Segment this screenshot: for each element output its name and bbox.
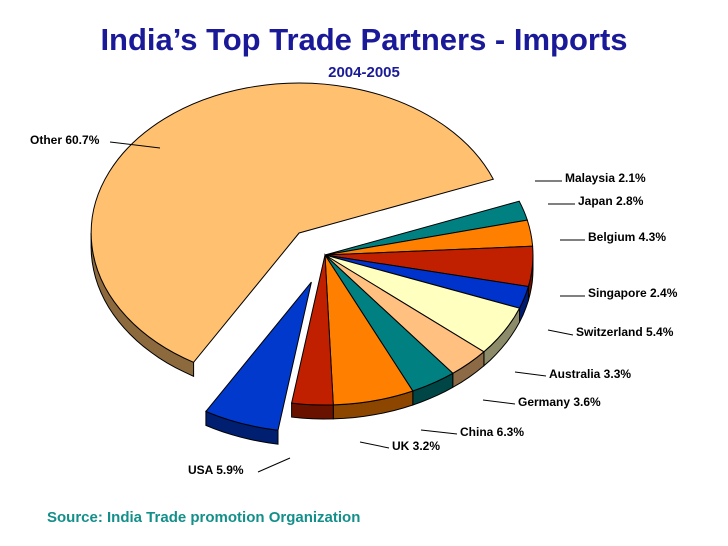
data-label-japan: Japan 2.8% — [578, 194, 644, 208]
pie-slices — [90, 82, 534, 431]
leader-china — [420, 429, 458, 435]
data-label-malaysia: Malaysia 2.1% — [565, 171, 646, 185]
leader-usa — [257, 457, 291, 473]
chart-subtitle: 2004-2005 — [328, 64, 400, 81]
data-label-switzerland: Switzerland 5.4% — [576, 325, 674, 339]
source-note: Source: India Trade promotion Organizati… — [47, 509, 361, 526]
leader-other — [109, 141, 161, 149]
data-label-uk: UK 3.2% — [392, 439, 440, 453]
leader-germany — [482, 399, 516, 405]
slice-usa — [205, 281, 312, 431]
data-label-other: Other 60.7% — [30, 133, 100, 147]
slice-labels: Malaysia 2.1% Japan 2.8% Belgium 4.3% Singa… — [30, 133, 678, 477]
data-label-china: China 6.3% — [460, 425, 524, 439]
data-label-belgium: Belgium 4.3% — [588, 230, 666, 244]
data-label-usa: USA 5.9% — [188, 463, 244, 477]
data-label-australia: Australia 3.3% — [549, 367, 631, 381]
data-label-singapore: Singapore 2.4% — [588, 286, 678, 300]
leader-australia — [514, 371, 547, 377]
leader-uk — [359, 441, 390, 449]
slice-other — [90, 82, 495, 363]
chart-title: India’s Top Trade Partners - Imports — [100, 22, 628, 57]
data-label-germany: Germany 3.6% — [518, 395, 601, 409]
slice-uk — [290, 254, 334, 406]
leader-switzerland — [547, 329, 574, 336]
label-leader-lines — [109, 141, 585, 473]
